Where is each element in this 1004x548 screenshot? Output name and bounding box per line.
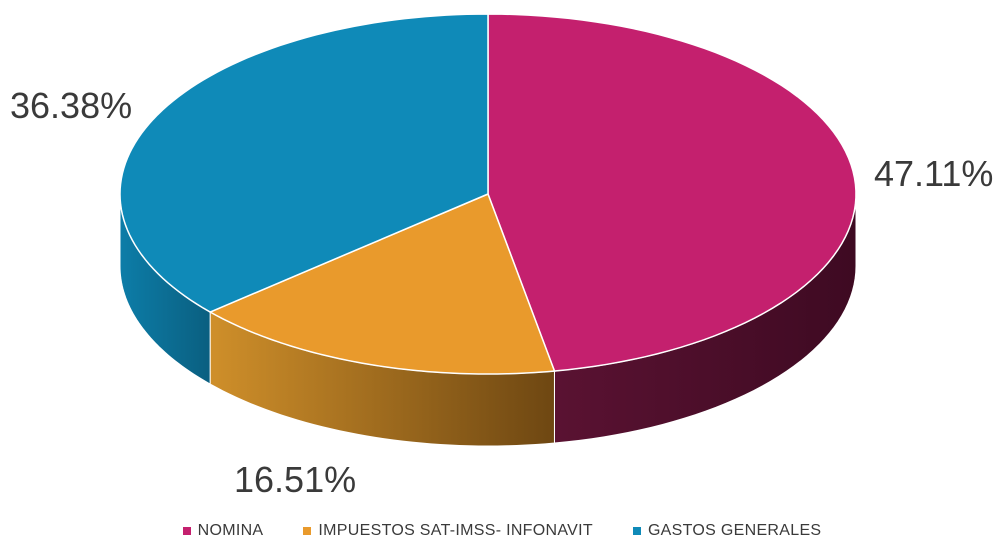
legend-swatch-gastos — [632, 527, 641, 535]
legend-item-nomina: NOMINA — [182, 522, 264, 540]
pie-slice-gastos — [119, 13, 489, 313]
legend-label-gastos: GASTOS GENERALES — [647, 522, 822, 539]
legend-label-nomina: NOMINA — [197, 522, 264, 539]
pie-label-nomina: 47.11% — [874, 153, 993, 194]
pie-label-gastos: 36.38% — [10, 85, 132, 126]
legend-item-gastos: GASTOS GENERALES — [632, 522, 822, 540]
pie-sides — [119, 193, 857, 447]
pie-slice-nomina — [487, 13, 857, 372]
pie-label-impuestos: 16.51% — [234, 459, 356, 500]
chart-legend: NOMINA IMPUESTOS SAT-IMSS- INFONAVIT GAS… — [0, 522, 1004, 540]
legend-label-impuestos: IMPUESTOS SAT-IMSS- INFONAVIT — [318, 522, 593, 539]
legend-item-impuestos: IMPUESTOS SAT-IMSS- INFONAVIT — [303, 522, 593, 540]
pie-tops — [119, 13, 857, 375]
pie-labels: 47.11% 16.51% 36.38% — [10, 85, 993, 500]
legend-swatch-nomina — [182, 527, 191, 535]
pie-slice-impuestos — [208, 193, 556, 375]
legend-swatch-impuestos — [303, 527, 312, 535]
